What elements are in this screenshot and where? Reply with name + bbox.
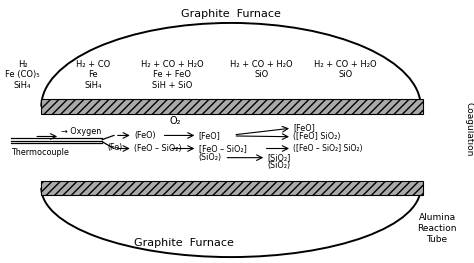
Text: H₂ + CO
Fe
SiH₄: H₂ + CO Fe SiH₄: [76, 59, 110, 90]
Text: [FeO]: [FeO]: [199, 131, 220, 140]
Text: (SiO₂): (SiO₂): [267, 161, 291, 170]
Text: [SiO₂]: [SiO₂]: [267, 153, 291, 162]
Bar: [41, 181, 423, 195]
Text: Alumina
Reaction
Tube: Alumina Reaction Tube: [418, 213, 457, 244]
Text: → Oxygen: → Oxygen: [62, 127, 102, 136]
Text: Thermocouple: Thermocouple: [11, 148, 69, 157]
Text: (SiO₂): (SiO₂): [199, 153, 222, 162]
Text: O₂: O₂: [169, 116, 181, 126]
Text: ([FeO – SiO₂] SiO₂): ([FeO – SiO₂] SiO₂): [293, 144, 363, 153]
Text: H₂ + CO + H₂O
SiO: H₂ + CO + H₂O SiO: [230, 59, 293, 79]
Text: Coagulation: Coagulation: [464, 102, 473, 156]
Text: [FeO – SiO₂]: [FeO – SiO₂]: [199, 144, 246, 153]
Text: H₂ + CO + H₂O
SiO: H₂ + CO + H₂O SiO: [314, 59, 377, 79]
Text: Graphite  Furnace: Graphite Furnace: [181, 9, 281, 19]
Text: Graphite  Furnace: Graphite Furnace: [134, 238, 234, 248]
Text: (FeO): (FeO): [134, 131, 155, 140]
Bar: [41, 99, 423, 114]
Text: ([FeO] SiO₂): ([FeO] SiO₂): [293, 132, 341, 141]
Text: H₂
Fe (CO)₅
SiH₄: H₂ Fe (CO)₅ SiH₄: [5, 59, 40, 90]
Text: [FeO]: [FeO]: [293, 124, 315, 133]
Text: H₂ + CO + H₂O
Fe + FeO
SiH + SiO: H₂ + CO + H₂O Fe + FeO SiH + SiO: [141, 59, 204, 90]
Text: (FeO – SiO₂): (FeO – SiO₂): [134, 144, 182, 153]
Text: (Fe): (Fe): [107, 143, 123, 152]
